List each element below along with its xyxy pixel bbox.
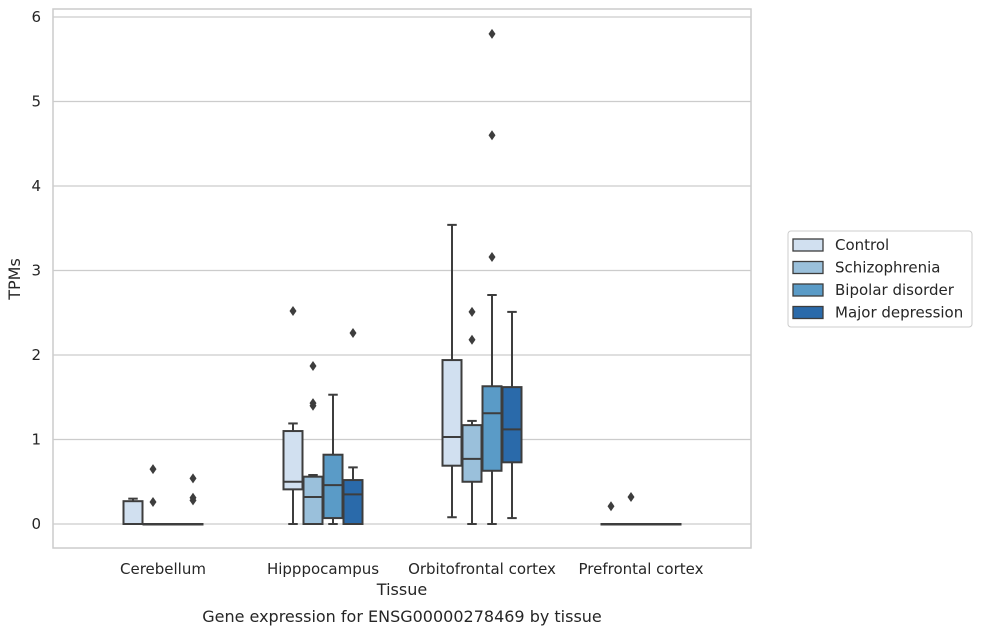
outlier-point xyxy=(488,251,496,262)
box xyxy=(501,386,523,464)
x-tick-label: Cerebellum xyxy=(120,560,206,578)
y-tick-label: 3 xyxy=(31,262,41,280)
y-axis-label: TPMs xyxy=(5,258,24,301)
x-tick-label: Orbitofrontal cortex xyxy=(408,560,556,578)
legend-swatch xyxy=(792,260,824,275)
outlier-point xyxy=(309,360,317,371)
legend-label: Bipolar disorder xyxy=(835,281,955,299)
y-tick-label: 0 xyxy=(31,515,41,533)
x-tick-label: Hipppocampus xyxy=(267,560,379,578)
legend-item: Control xyxy=(792,236,889,254)
x-tick-labels: Cerebellum Hipppocampus Orbitofrontal cort… xyxy=(120,560,704,578)
legend-item: Major depression xyxy=(792,304,963,322)
box-plot xyxy=(142,464,164,526)
box-plot xyxy=(640,523,662,526)
y-tick-label: 2 xyxy=(31,346,41,364)
box-plot xyxy=(282,306,304,525)
legend-swatch xyxy=(792,238,824,252)
outlier-point xyxy=(189,473,197,484)
legend-swatch xyxy=(792,305,824,320)
legend-label: Major depression xyxy=(835,304,963,322)
outlier-point xyxy=(149,464,157,475)
box xyxy=(282,430,304,491)
x-tick-label: Prefrontal cortex xyxy=(579,560,704,578)
box-plot xyxy=(660,523,682,526)
x-axis-label: Tissue xyxy=(376,580,427,599)
outlier-point xyxy=(627,491,635,502)
y-tick-label: 4 xyxy=(31,177,41,195)
box-plot xyxy=(441,223,463,519)
box-plot xyxy=(322,393,344,525)
outlier-point xyxy=(488,130,496,141)
outlier-point xyxy=(468,334,476,345)
y-tick-label: 6 xyxy=(31,8,41,26)
box xyxy=(122,500,144,525)
plot-area xyxy=(53,9,751,548)
box xyxy=(322,453,344,520)
plot-frame xyxy=(52,8,752,549)
legend-label: Schizophrenia xyxy=(835,259,940,277)
box-plot xyxy=(501,310,523,520)
legend-label: Control xyxy=(835,236,889,254)
grid-lines xyxy=(53,16,751,525)
legend-swatch xyxy=(792,283,824,297)
outlier-point xyxy=(149,497,157,508)
box-plot xyxy=(481,28,503,525)
box-plot xyxy=(162,523,184,526)
box xyxy=(441,359,463,467)
outlier-point xyxy=(468,306,476,317)
box-plot xyxy=(600,501,622,526)
outlier-point xyxy=(309,400,317,411)
legend-item: Schizophrenia xyxy=(792,259,940,277)
y-tick-label: 5 xyxy=(31,93,41,111)
chart-caption: Gene expression for ENSG00000278469 by t… xyxy=(202,607,602,626)
outlier-point xyxy=(189,495,197,506)
box-plot xyxy=(342,328,364,525)
y-tick-labels: 0 1 2 3 4 5 6 xyxy=(31,8,41,533)
legend-item: Bipolar disorder xyxy=(792,281,955,299)
box xyxy=(342,479,364,525)
box-plot xyxy=(182,473,204,526)
outlier-point xyxy=(488,28,496,39)
outlier-point xyxy=(607,501,615,512)
outlier-point xyxy=(289,306,297,317)
y-tick-label: 1 xyxy=(31,431,41,449)
box-plots xyxy=(122,28,682,526)
box-plot xyxy=(122,497,144,525)
outlier-point xyxy=(349,328,357,339)
box xyxy=(461,424,483,483)
box xyxy=(302,475,324,525)
box xyxy=(481,385,503,472)
legend: Control Schizophrenia Bipolar disorder Majo… xyxy=(787,230,973,328)
legend-frame xyxy=(787,230,973,328)
